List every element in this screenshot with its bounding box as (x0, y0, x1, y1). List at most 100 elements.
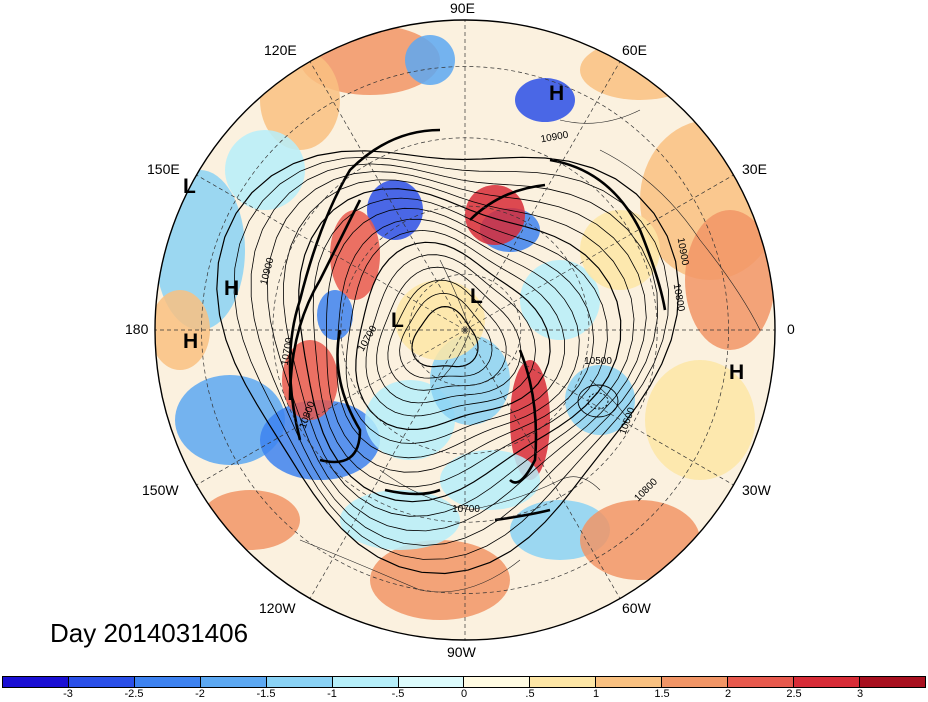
lon-label-150e: 150E (147, 161, 180, 177)
coastline-segment (379, 469, 601, 511)
colorbar-swatch (596, 677, 663, 687)
colorbar-tick-label: 2 (724, 688, 732, 700)
anomaly-patch (395, 280, 485, 360)
jet-contour (319, 329, 362, 464)
colorbar-labels: -3 -2.5 -2 -1.5 -1 -.5 0 .5 1 1.5 2 2.5 3 (0, 688, 928, 702)
lat-lon-grid (155, 20, 775, 640)
jet-contour (288, 128, 441, 441)
jet-contour (494, 508, 551, 522)
height-contour (298, 188, 622, 503)
anomaly-patch (440, 450, 540, 510)
anomaly-patch (520, 260, 600, 340)
contour-value-label: 10900 (540, 130, 570, 146)
lon-label-120w: 120W (259, 600, 296, 616)
lon-label-0: 0 (787, 321, 795, 337)
anomaly-patch (405, 35, 455, 85)
high-pressure-label: H (729, 361, 745, 384)
date-label: Day 2014031406 (50, 618, 249, 648)
high-pressure-label: H (224, 277, 240, 300)
meridian-line (464, 329, 734, 486)
colorbar-tick-label: 1 (592, 688, 600, 700)
colorbar-swatch (3, 677, 69, 687)
coastline-segment (599, 149, 761, 331)
jet-contour (469, 183, 546, 221)
high-pressure-label: H (183, 330, 199, 353)
height-contour (577, 384, 619, 418)
jet-contour (288, 199, 362, 401)
anomaly-patch (155, 290, 210, 370)
colorbar-swatch (200, 677, 267, 687)
colorbar-swatch (530, 677, 597, 687)
anomaly-patch (340, 490, 460, 550)
colorbar-swatch (332, 677, 399, 687)
latitude-circle (201, 66, 729, 594)
colorbar-tick-label: -2.5 (124, 688, 144, 700)
height-contour (233, 156, 669, 560)
meridian-line (464, 61, 621, 331)
colorbar-tick-label: 3 (856, 688, 864, 700)
anomaly-patch (282, 340, 338, 420)
lon-label-90w: 90W (447, 644, 476, 660)
anomaly-patch (370, 540, 510, 620)
contour-value-label: 10700 (280, 336, 296, 366)
lon-label-30w: 30W (742, 482, 771, 498)
lon-label-150w: 150W (142, 482, 179, 498)
low-pressure-label: L (470, 285, 483, 308)
colorbar-swatch (398, 677, 465, 687)
height-contour (216, 150, 680, 575)
lon-label-180: 180 (125, 321, 149, 337)
low-pressure-label: L (183, 175, 196, 198)
colorbar-tick-label: 2.5 (786, 688, 802, 700)
colorbar-swatch (68, 677, 135, 687)
height-contour (387, 279, 507, 391)
colorbar-tick-label: -1.5 (256, 688, 276, 700)
latitude-circle (408, 273, 522, 387)
colorbar-tick-label: -.5 (391, 688, 405, 700)
coastline-segment (559, 109, 641, 124)
colorbar-tick-label: 0 (460, 688, 468, 700)
meridian-line (464, 174, 734, 331)
height-contour (355, 241, 551, 430)
anomaly-patch (317, 290, 353, 340)
jet-contour (549, 158, 667, 311)
colorbar-swatch (464, 677, 531, 687)
low-pressure-label: L (391, 309, 404, 332)
anomaly-patch (580, 500, 700, 580)
lon-label-60e: 60E (622, 42, 647, 58)
anomaly-patch (175, 375, 285, 465)
map-boundary (154, 19, 776, 641)
height-contour (411, 305, 479, 368)
anomaly-patch (465, 185, 525, 245)
meridian-line (196, 329, 466, 486)
meridian-line (196, 174, 466, 331)
meridian-line (464, 329, 621, 599)
contour-value-label: 10700 (452, 504, 480, 515)
colorbar (2, 676, 926, 688)
colorbar-tick-label: 1.5 (654, 688, 670, 700)
colorbar-swatch (662, 677, 729, 687)
height-contour (312, 197, 608, 488)
colorbar-swatch (266, 677, 333, 687)
colorbar-swatch (728, 677, 795, 687)
colorbar-swatch (794, 677, 860, 687)
lon-label-120e: 120E (264, 42, 297, 58)
height-contour (326, 207, 595, 473)
colorbar-swatch (134, 677, 201, 687)
height-contour (399, 292, 493, 379)
colorbar-tick-label: -2 (195, 688, 205, 700)
colorbar-tick-label: .5 (525, 688, 535, 700)
lon-label-60w: 60W (622, 600, 651, 616)
anomaly-patch (515, 78, 575, 122)
jet-stream-contours (288, 128, 667, 522)
colorbar-tick-label: -3 (63, 688, 73, 700)
height-contour (365, 254, 536, 417)
height-contour (376, 266, 522, 404)
latitude-circle (340, 205, 590, 455)
colorbar-swatch (859, 677, 925, 687)
anomaly-patch (225, 130, 305, 210)
meridian-line (309, 329, 466, 599)
lon-label-30e: 30E (742, 161, 767, 177)
contour-value-label: 10500 (584, 356, 612, 367)
anomaly-patch (200, 490, 300, 550)
